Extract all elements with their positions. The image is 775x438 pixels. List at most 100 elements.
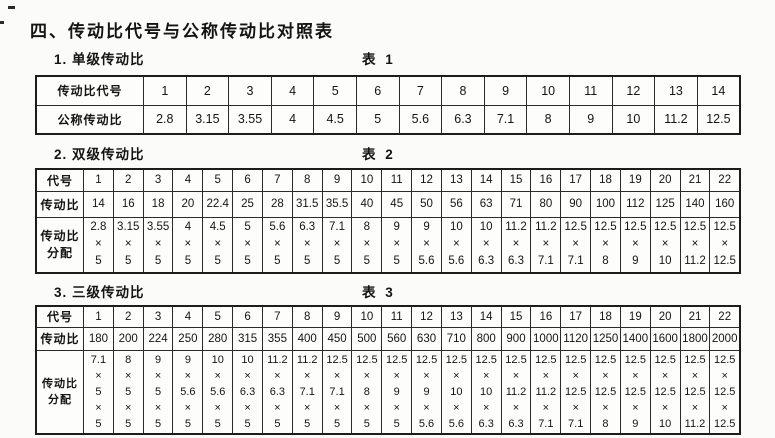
cell: 8: [291, 305, 323, 328]
cell: 11.2 × 6.3: [500, 216, 532, 274]
cell: 5: [202, 305, 234, 328]
cell: 25: [232, 190, 263, 218]
cell: 4 × 5: [172, 216, 204, 274]
cell: 280: [202, 326, 234, 351]
section-heading-row: 3. 三级传动比 表 3: [30, 284, 736, 302]
cell: 12.5 × 12.5 × 8: [590, 349, 621, 435]
cell: 1800: [679, 326, 711, 351]
triple-stage-ratio-table: 代号 1 2 3 4 5 6 7 8 9 10 11 12 13 14 15 16 17 18 19 20 21 22 传动比…: [35, 305, 741, 435]
cell: 20: [172, 190, 204, 218]
cell: 12: [611, 75, 656, 106]
section-single-stage: 1. 单级传动比 表 1 传动比代号 1 2 3 4 5 6 7 8 9 10 11 12 13 14 公称传…: [30, 51, 741, 135]
cell: 800: [470, 326, 502, 351]
table-label: 表 1: [362, 52, 396, 67]
cell: 14: [696, 75, 741, 106]
table-row: 传动比 14 16 18 20 22.4 25 28 31.5 35.5 40 45 50 56 63 71 8…: [35, 190, 741, 218]
cell: 16: [112, 190, 144, 218]
cell: 160: [709, 190, 741, 218]
cell: 13: [440, 305, 472, 328]
cell: 9: [483, 75, 528, 106]
cell: 2: [112, 305, 144, 328]
cell: 14: [470, 168, 502, 192]
cell: 12.5 × 11.2 × 7.1: [530, 349, 562, 435]
cell: 16: [530, 305, 562, 328]
cell: 400: [291, 326, 323, 351]
cell: 9 × 5 × 5: [142, 349, 174, 435]
cell: 12.5: [696, 104, 741, 135]
cell: 56: [440, 190, 472, 218]
cell: 12.5 × 12.5 × 11.2: [679, 349, 711, 435]
cell: 17: [560, 305, 592, 328]
cell: 1250: [590, 326, 621, 351]
cell: 10 × 6.3: [470, 216, 502, 274]
cell: 4.5 × 5: [202, 216, 234, 274]
cell: 6.3: [441, 104, 485, 135]
cell: 11.2: [654, 104, 698, 135]
cell: 200: [112, 326, 144, 351]
page-title: 四、传动比代号与公称传动比对照表: [30, 22, 334, 41]
cell: 1: [83, 305, 114, 328]
cell: 100: [590, 190, 621, 218]
cell: 20: [649, 168, 681, 192]
row-header: 传动比 分配: [35, 349, 84, 435]
row-header: 传动比: [35, 190, 84, 218]
cell: 450: [321, 326, 353, 351]
cell: 11: [381, 168, 413, 192]
cell: 8 × 5: [351, 216, 383, 274]
row-header: 传动比: [35, 326, 84, 351]
cell: 5: [313, 75, 357, 106]
cell: 35.5: [321, 190, 353, 218]
cell: 10 × 5.6 × 5: [202, 349, 234, 435]
cell: 3.15: [185, 104, 230, 135]
cell: 63: [470, 190, 502, 218]
cell: 7.1 × 5: [321, 216, 353, 274]
cell: 1120: [560, 326, 592, 351]
row-header: 传动比代号: [35, 75, 144, 106]
cell: 2000: [709, 326, 741, 351]
cell: 8: [291, 168, 323, 192]
table-row: 传动比代号 1 2 3 4 5 6 7 8 9 10 11 12 13 14: [35, 75, 741, 106]
cell: 224: [142, 326, 174, 351]
cell: 8 × 5 × 5: [112, 349, 144, 435]
table-row: 代号 1 2 3 4 5 6 7 8 9 10 11 12 13 14 15 16 17 18 19 20 21 22: [35, 305, 741, 328]
cell: 4: [172, 305, 204, 328]
cell: 12.5 × 7.1 × 5: [321, 349, 353, 435]
cell: 10: [351, 168, 383, 192]
cell: 630: [411, 326, 442, 351]
cell: 12.5 × 10: [649, 216, 681, 274]
cell: 1: [143, 75, 187, 106]
section-heading-row: 2. 双级传动比 表 2: [30, 146, 736, 164]
cell: 12.5 × 10 × 5.6: [440, 349, 472, 435]
cell: 11.2 × 7.1 × 5: [291, 349, 323, 435]
cell: 11: [381, 305, 413, 328]
cell: 12: [411, 305, 442, 328]
section-triple-stage: 3. 三级传动比 表 3 代号 1 2 3 4 5 6 7 8 9 10 11 12 13 14 15 16 17…: [30, 284, 741, 435]
cell: 12.5 × 9: [619, 216, 651, 274]
cell: 112: [619, 190, 651, 218]
cell: 3.55: [228, 104, 272, 135]
cell: 8: [526, 104, 570, 135]
cell: 315: [232, 326, 263, 351]
cell: 7: [261, 305, 293, 328]
cell: 355: [261, 326, 293, 351]
cell: 900: [500, 326, 532, 351]
cell: 71: [500, 190, 532, 218]
cell: 250: [172, 326, 204, 351]
cell: 15: [500, 305, 532, 328]
table-row: 公称传动比 2.8 3.15 3.55 4 4.5 5 5.6 6.3 7.1 8 9 10 11.2 12…: [35, 104, 741, 135]
cell: 1000: [530, 326, 562, 351]
cell: 5: [202, 168, 234, 192]
table-row: 代号 1 2 3 4 5 6 7 8 9 10 11 12 13 14 15 16 17 18 19 20 21 22: [35, 168, 741, 192]
cell: 9: [321, 168, 353, 192]
cell: 18: [142, 190, 174, 218]
cell: 21: [679, 305, 711, 328]
row-header: 传动比 分配: [35, 216, 84, 274]
cell: 560: [381, 326, 413, 351]
cell: 7: [261, 168, 293, 192]
cell: 9: [568, 104, 613, 135]
cell: 10: [611, 104, 656, 135]
cell: 6: [232, 305, 263, 328]
cell: 9 × 5: [381, 216, 413, 274]
table-label: 表 2: [362, 147, 396, 162]
